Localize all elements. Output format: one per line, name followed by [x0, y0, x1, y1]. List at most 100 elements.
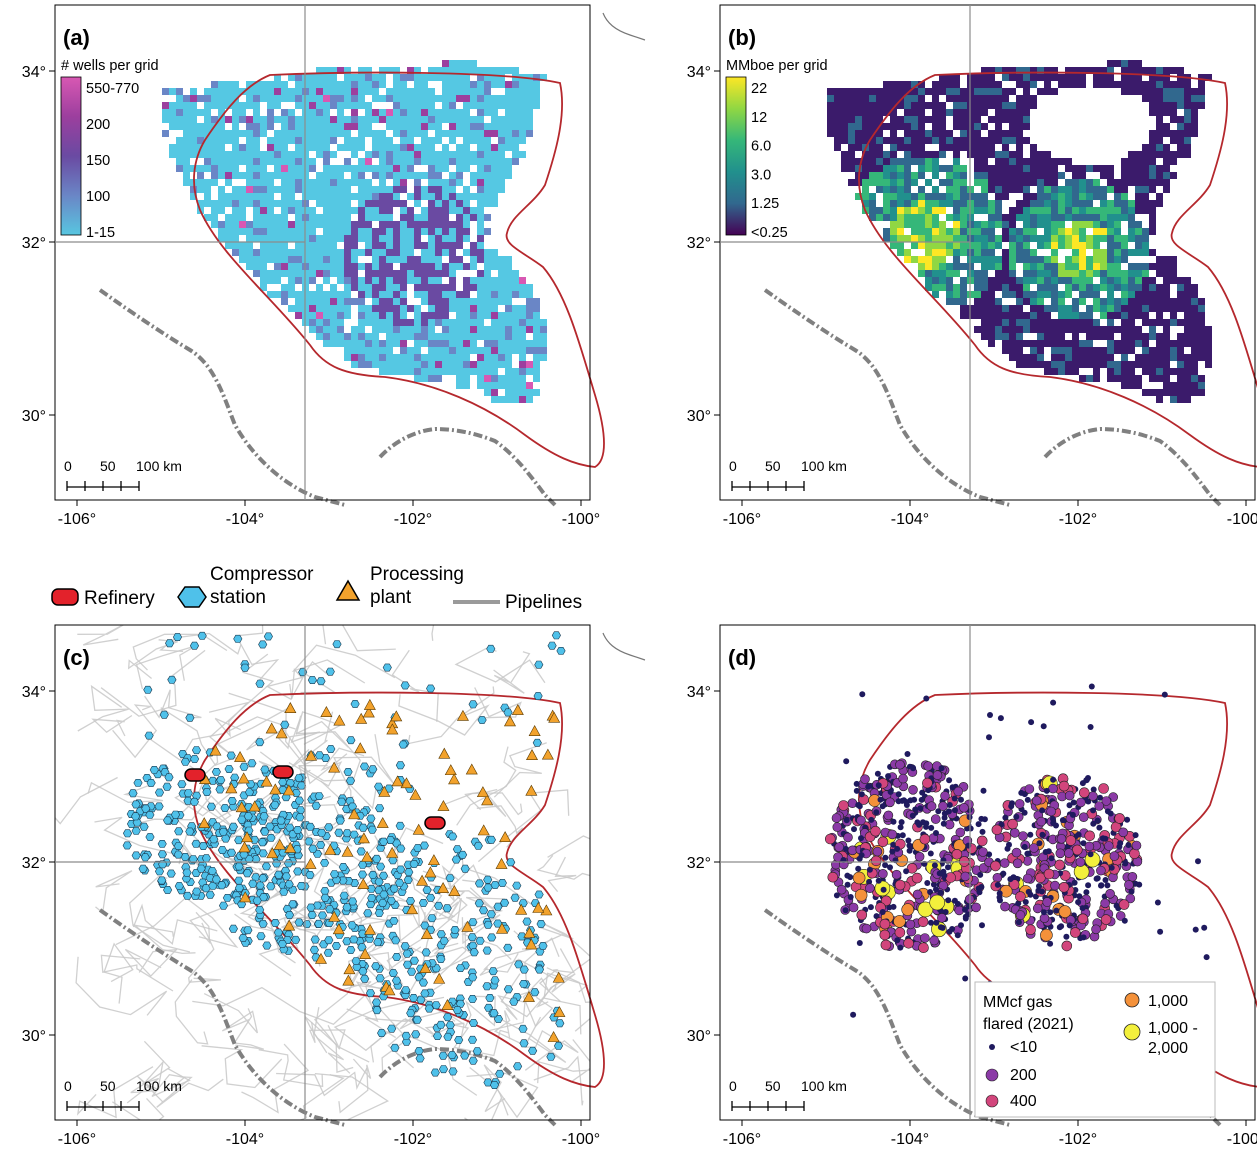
grid-cell: [330, 228, 337, 235]
grid-cell: [442, 151, 449, 158]
compressor-station-marker: [396, 865, 406, 874]
grid-cell: [1051, 256, 1058, 263]
grid-cell: [1044, 270, 1051, 277]
flare-marker: [858, 835, 864, 842]
grid-cell: [960, 298, 967, 305]
grid-cell: [456, 305, 463, 312]
grid-cell: [491, 284, 498, 291]
grid-cell: [337, 200, 344, 207]
grid-cell: [295, 81, 302, 88]
grid-cell: [351, 235, 358, 242]
compressor-station-marker: [256, 932, 266, 941]
grid-cell: [519, 340, 526, 347]
compressor-station-marker: [173, 850, 183, 859]
grid-cell: [456, 298, 463, 305]
processing-plant-marker: [305, 749, 318, 761]
processing-plant-marker: [481, 794, 494, 806]
grid-cell: [393, 284, 400, 291]
grid-cell: [1072, 207, 1079, 214]
grid-cell: [988, 305, 995, 312]
grid-cell: [1191, 130, 1198, 137]
grid-cell: [316, 193, 323, 200]
grid-cell: [995, 333, 1002, 340]
grid-cell: [995, 116, 1002, 123]
grid-cell: [988, 284, 995, 291]
grid-cell: [456, 382, 463, 389]
grid-cell: [365, 116, 372, 123]
grid-cell: [953, 235, 960, 242]
grid-cell: [393, 228, 400, 235]
grid-cell: [960, 207, 967, 214]
grid-cell: [540, 333, 547, 340]
grid-cell: [1079, 354, 1086, 361]
grid-cell: [1065, 228, 1072, 235]
grid-cell: [393, 109, 400, 116]
grid-cell: [1177, 389, 1184, 396]
flare-marker: [1021, 809, 1028, 816]
grid-cell: [1184, 102, 1191, 109]
grid-cell: [449, 74, 456, 81]
grid-cell: [421, 151, 428, 158]
compressor-station-marker: [337, 797, 347, 806]
grid-cell: [827, 123, 834, 130]
grid-cell: [288, 228, 295, 235]
grid-cell: [274, 263, 281, 270]
grid-cell: [1191, 375, 1198, 382]
grid-cell: [393, 298, 400, 305]
compressor-station-marker: [338, 863, 348, 871]
grid-cell: [449, 347, 456, 354]
grid-cell: [1149, 109, 1156, 116]
grid-cell: [960, 291, 967, 298]
grid-cell: [379, 172, 386, 179]
grid-cell: [330, 116, 337, 123]
map-frame: [54, 624, 591, 1121]
grid-cell: [498, 340, 505, 347]
grid-cell: [1065, 305, 1072, 312]
grid-cell: [449, 130, 456, 137]
grid-cell: [365, 193, 372, 200]
grid-cell: [1023, 207, 1030, 214]
grid-cell: [995, 102, 1002, 109]
grid-cell: [407, 305, 414, 312]
grid-cell: [253, 270, 260, 277]
grid-cell: [309, 116, 316, 123]
grid-cell: [1100, 249, 1107, 256]
compressor-station-marker: [258, 640, 268, 649]
flare-marker: [917, 901, 934, 918]
grid-cell: [1128, 340, 1135, 347]
grid-cell: [246, 116, 253, 123]
grid-cell: [1114, 277, 1121, 284]
grid-cell: [1128, 326, 1135, 333]
grid-cell: [1086, 214, 1093, 221]
grid-cell: [309, 74, 316, 81]
grid-cell: [1135, 81, 1142, 88]
grid-cell: [211, 130, 218, 137]
grid-cell: [1093, 214, 1100, 221]
grid-cell: [1037, 221, 1044, 228]
grid-cell: [1114, 186, 1121, 193]
grid-cell: [974, 74, 981, 81]
grid-cell: [484, 165, 491, 172]
grid-cell: [519, 95, 526, 102]
compressor-station-marker: [144, 731, 154, 740]
grid-cell: [1114, 60, 1121, 67]
flare-marker: [962, 913, 969, 920]
compressor-station-marker: [314, 792, 324, 800]
grid-cell: [1191, 326, 1198, 333]
compressor-station-marker: [284, 910, 295, 919]
grid-cell: [533, 319, 540, 326]
grid-cell: [316, 95, 323, 102]
grid-cell: [365, 179, 372, 186]
grid-cell: [379, 67, 386, 74]
grid-cell: [1002, 228, 1009, 235]
grid-cell: [456, 74, 463, 81]
grid-cell: [1030, 144, 1037, 151]
grid-cell: [309, 235, 316, 242]
grid-cell: [918, 228, 925, 235]
flare-marker: [930, 881, 937, 888]
processing-plant-marker: [499, 831, 512, 842]
grid-cell: [316, 109, 323, 116]
processing-plant-marker: [383, 984, 396, 996]
grid-cell: [1205, 333, 1212, 340]
compressor-station-marker: [272, 859, 282, 868]
